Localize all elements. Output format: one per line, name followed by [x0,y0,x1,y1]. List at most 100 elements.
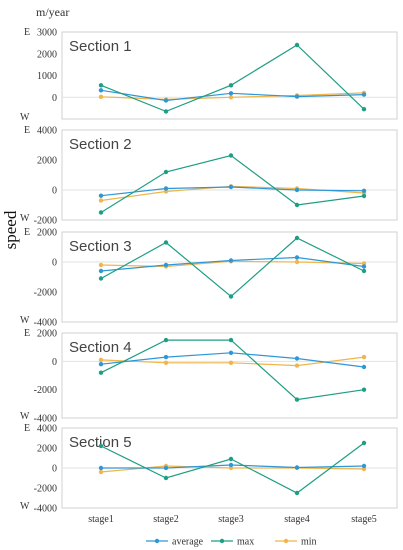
data-point-max [361,107,367,112]
panel-frame [61,31,398,120]
y-tick-label: -2000 [34,385,57,396]
data-point-max [294,397,300,402]
data-point-average [228,184,234,190]
panel-2: -2000 0 2000 4000 E W Section 2 [20,125,398,227]
data-point-max [98,276,104,281]
data-point-min [163,360,169,365]
x-tick-label: stage4 [284,514,310,525]
panel-3: -4000 -2000 0 2000 E W Section 3 [20,227,398,329]
data-point-average [163,354,169,360]
panel-5: -4000 -2000 0 2000 4000 E W Section 5 [20,423,398,515]
unit-label: m/year [36,5,69,19]
panel-frame [61,332,398,419]
legend-label-average: average [172,537,204,548]
y-axis-label: speed [1,210,20,249]
data-point-average [294,255,300,260]
panel-title: Section 4 [69,339,132,356]
y-tick-label: -4000 [34,504,57,515]
data-point-max [294,490,300,496]
data-point-min [98,94,104,100]
panel-frame [61,129,398,221]
panel-title: Section 3 [69,238,132,255]
y-tick-label: -2000 [34,216,57,227]
y-tick-label: 2000 [37,329,57,340]
data-point-min [294,363,300,368]
y-tick-label: 2000 [37,228,57,239]
direction-west-label: W [20,501,30,512]
data-point-average [361,364,367,370]
data-point-average [98,465,104,471]
data-point-average [294,94,300,99]
legend-label-min: min [301,537,317,548]
data-point-average [228,91,234,96]
y-tick-label: -2000 [34,288,57,299]
legend-marker-min [283,538,289,544]
direction-west-label: W [20,213,30,224]
y-tick-label: -4000 [34,318,57,329]
legend-marker-max [219,538,225,544]
data-point-average [98,193,104,198]
data-point-average [98,88,104,93]
data-point-average [163,262,169,268]
panel-title: Section 5 [69,434,132,451]
data-point-average [228,350,234,355]
direction-east-label: E [24,423,30,434]
direction-east-label: E [24,27,30,38]
series-line-max [100,44,365,113]
y-tick-label: 2000 [37,156,57,167]
data-point-max [294,42,300,48]
direction-east-label: E [24,328,30,339]
data-point-max [163,169,169,175]
legend-marker-average [154,538,160,544]
data-point-max [98,443,104,449]
legend: average max min [146,537,317,548]
data-point-min [98,357,104,363]
data-point-average [163,98,169,103]
direction-west-label: W [20,112,30,123]
data-point-max [163,240,169,245]
series-line-average [100,352,365,368]
data-point-min [228,95,234,100]
y-tick-label: 2000 [37,444,57,455]
data-point-min [98,469,104,475]
data-point-average [361,264,367,269]
data-point-average [228,258,234,263]
series-line-max [100,339,365,401]
panel-title: Section 1 [69,38,132,55]
data-point-max [361,268,367,274]
panel-frame [61,231,398,323]
y-tick-label: 2000 [37,49,57,60]
direction-east-label: E [24,125,30,136]
data-point-max [294,235,300,241]
y-tick-label: 4000 [37,424,57,435]
x-tick-label: stage5 [351,514,377,525]
panel-4: -4000 -2000 0 2000 E W Section 4 [20,328,398,425]
data-point-average [294,356,300,361]
data-point-average [98,362,104,367]
data-point-average [361,188,367,193]
data-point-max [163,475,169,481]
panel-1: 0 1000 2000 3000 E W Section 1 [20,27,398,123]
data-point-max [361,193,367,199]
y-tick-label: 0 [52,258,57,269]
direction-east-label: E [24,227,30,238]
data-point-max [361,387,367,392]
direction-west-label: W [20,411,30,422]
data-point-average [294,465,300,470]
data-point-max [163,109,169,114]
x-tick-label: stage1 [88,514,114,525]
data-point-max [228,153,234,158]
y-tick-label: 1000 [37,71,57,82]
data-point-max [228,83,234,88]
data-point-max [98,210,104,215]
data-point-max [228,294,234,299]
y-tick-label: 3000 [37,28,57,39]
data-point-max [98,370,104,375]
data-point-max [98,83,104,88]
x-tick-label: stage2 [153,514,179,525]
y-tick-label: 4000 [37,126,57,137]
data-point-min [98,262,104,268]
y-tick-label: -4000 [34,414,57,425]
